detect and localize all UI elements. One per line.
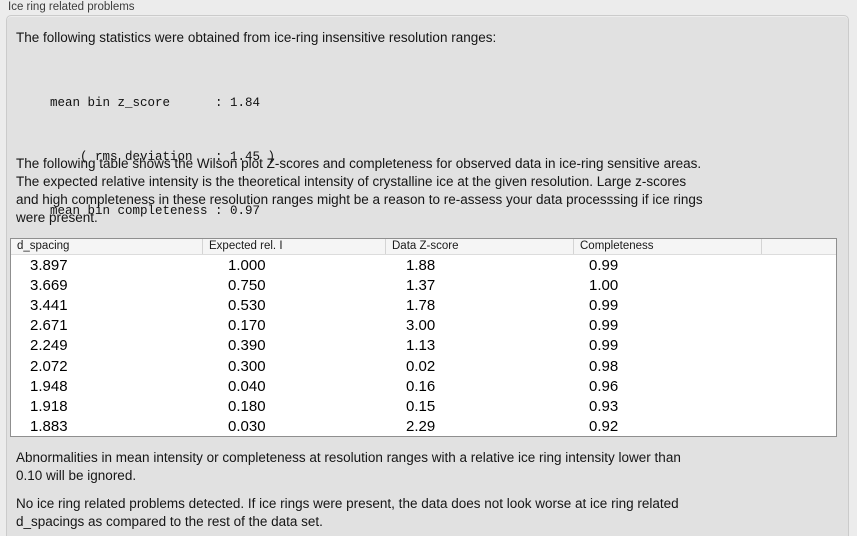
cell-d-spacing: 3.897 <box>30 256 68 274</box>
table-row[interactable]: 1.918 0.180 0.15 0.93 <box>11 396 836 416</box>
conclusion-line: d_spacings as compared to the rest of th… <box>16 514 323 529</box>
cell-expected-rel-i: 0.170 <box>228 317 266 335</box>
cell-data-z-score: 0.02 <box>406 357 436 375</box>
cell-d-spacing: 2.671 <box>30 317 68 335</box>
table-body: 3.897 1.000 1.88 0.99 3.669 0.750 1.37 1… <box>11 255 836 437</box>
column-header-d-spacing[interactable]: d_spacing <box>17 240 70 252</box>
column-header-expected-rel-i[interactable]: Expected rel. I <box>202 239 385 254</box>
cell-d-spacing: 1.948 <box>30 377 68 395</box>
table-row[interactable]: 2.249 0.390 1.13 0.99 <box>11 336 836 356</box>
stat-line-z-score-rms: ( rms deviation : 1.45 ) <box>50 150 276 164</box>
cell-data-z-score: 1.37 <box>406 276 436 294</box>
cell-d-spacing: 2.249 <box>30 337 68 355</box>
cell-expected-rel-i: 0.040 <box>228 377 266 395</box>
table-intro-line: and high completeness in these resolutio… <box>16 192 703 207</box>
table-intro-paragraph: The following table shows the Wilson plo… <box>16 155 703 227</box>
column-header-data-z-score[interactable]: Data Z-score <box>385 239 573 254</box>
table-row[interactable]: 2.072 0.300 0.02 0.98 <box>11 356 836 376</box>
ice-ring-table: d_spacing Expected rel. I Data Z-score C… <box>10 238 837 437</box>
ignore-note-line: 0.10 will be ignored. <box>16 468 137 483</box>
cell-completeness: 0.96 <box>589 377 619 395</box>
ignore-note-line: Abnormalities in mean intensity or compl… <box>16 450 681 465</box>
cell-completeness: 1.00 <box>589 276 619 294</box>
cell-expected-rel-i: 0.300 <box>228 357 266 375</box>
table-row[interactable]: 1.883 0.030 2.29 0.92 <box>11 417 836 437</box>
groupbox-title: Ice ring related problems <box>8 1 135 13</box>
table-intro-line: were present. <box>16 210 98 225</box>
cell-completeness: 0.99 <box>589 296 619 314</box>
intro-paragraph: The following statistics were obtained f… <box>16 30 497 45</box>
table-row[interactable]: 1.948 0.040 0.16 0.96 <box>11 376 836 396</box>
conclusion-line: No ice ring related problems detected. I… <box>16 496 679 511</box>
column-header-completeness[interactable]: Completeness <box>573 239 761 254</box>
cell-data-z-score: 1.88 <box>406 256 436 274</box>
cell-completeness: 0.92 <box>589 418 619 436</box>
cell-d-spacing: 1.918 <box>30 397 68 415</box>
cell-data-z-score: 0.15 <box>406 397 436 415</box>
cell-d-spacing: 3.669 <box>30 276 68 294</box>
cell-data-z-score: 3.00 <box>406 317 436 335</box>
cell-data-z-score: 1.78 <box>406 296 436 314</box>
cell-completeness: 0.98 <box>589 357 619 375</box>
stat-line-completeness: mean bin completeness : 0.97 <box>50 204 261 218</box>
cell-completeness: 0.93 <box>589 397 619 415</box>
cell-expected-rel-i: 1.000 <box>228 256 266 274</box>
cell-d-spacing: 1.883 <box>30 418 68 436</box>
stat-line-z-score: mean bin z_score : 1.84 <box>50 96 261 110</box>
cell-d-spacing: 2.072 <box>30 357 68 375</box>
cell-data-z-score: 0.16 <box>406 377 436 395</box>
table-row[interactable]: 3.669 0.750 1.37 1.00 <box>11 275 836 295</box>
column-header-spacer <box>761 239 836 254</box>
cell-data-z-score: 2.29 <box>406 418 436 436</box>
cell-expected-rel-i: 0.180 <box>228 397 266 415</box>
table-row[interactable]: 2.671 0.170 3.00 0.99 <box>11 316 836 336</box>
cell-expected-rel-i: 0.750 <box>228 276 266 294</box>
cell-expected-rel-i: 0.530 <box>228 296 266 314</box>
cell-expected-rel-i: 0.390 <box>228 337 266 355</box>
cell-d-spacing: 3.441 <box>30 296 68 314</box>
cell-data-z-score: 1.13 <box>406 337 436 355</box>
cell-completeness: 0.99 <box>589 256 619 274</box>
ignore-note-paragraph: Abnormalities in mean intensity or compl… <box>16 449 681 485</box>
cell-expected-rel-i: 0.030 <box>228 418 266 436</box>
cell-completeness: 0.99 <box>589 317 619 335</box>
table-header-row: d_spacing Expected rel. I Data Z-score C… <box>11 239 836 255</box>
conclusion-paragraph: No ice ring related problems detected. I… <box>16 495 679 531</box>
table-row[interactable]: 3.897 1.000 1.88 0.99 <box>11 255 836 275</box>
table-intro-line: The expected relative intensity is the t… <box>16 174 687 189</box>
cell-completeness: 0.99 <box>589 337 619 355</box>
table-intro-line: The following table shows the Wilson plo… <box>16 156 702 171</box>
table-row[interactable]: 3.441 0.530 1.78 0.99 <box>11 295 836 315</box>
